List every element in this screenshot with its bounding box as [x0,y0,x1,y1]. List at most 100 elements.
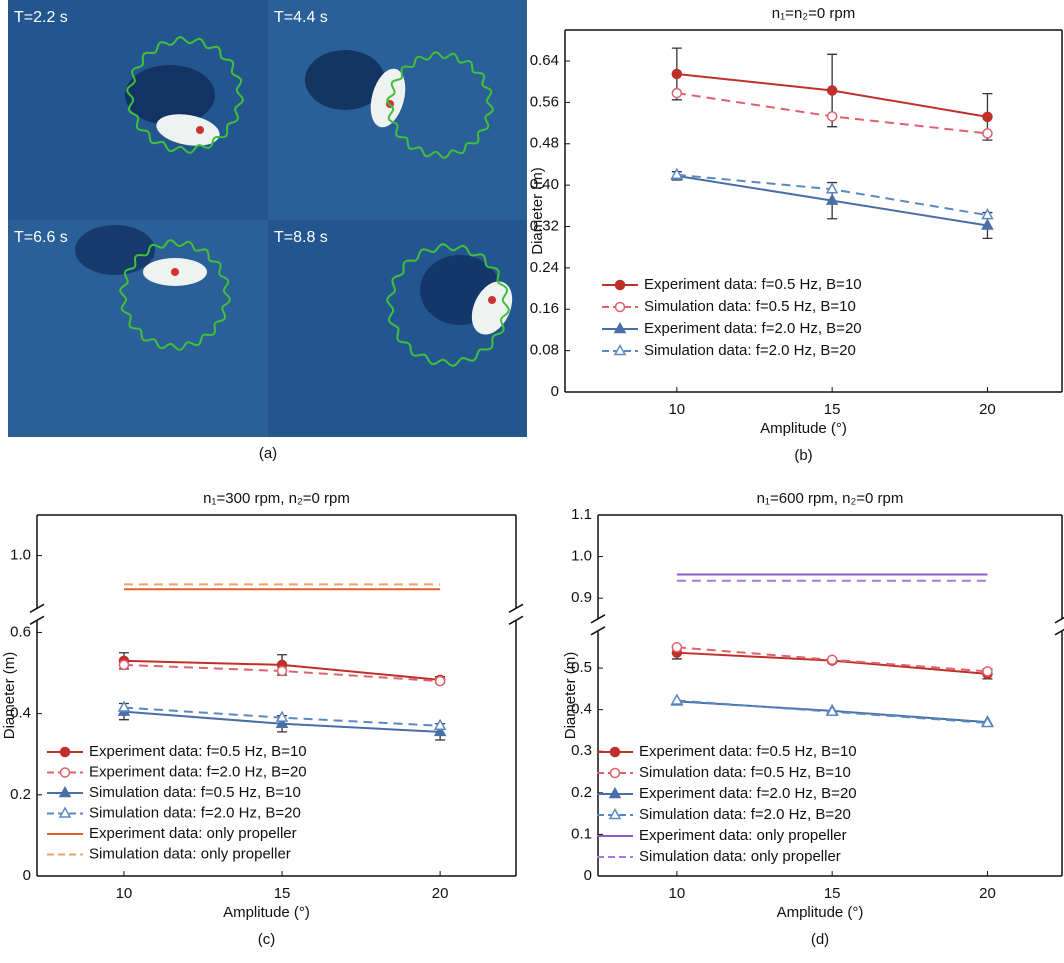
y-tick-label: 0.32 [530,217,559,234]
x-tick-label: 10 [668,401,685,418]
chart: 0 0.2 0.4 0.6 1.0 10 15 20 n₁=300 rpm, n₂=0 rpm A… [1,490,524,948]
y-tick-label: 0.2 [10,786,31,803]
legend-label: Experiment data: only propeller [89,825,297,842]
marker [825,704,839,716]
marker [608,807,622,820]
legend-label: Simulation data: only propeller [89,845,291,862]
legend-label: Simulation data: f=0.5 Hz, B=10 [644,298,856,315]
legend-label: Experiment data: f=0.5 Hz, B=10 [639,743,857,760]
y-tick-label: 1.0 [10,547,31,564]
x-tick-label: 20 [979,885,996,902]
robot-center [196,126,204,134]
legend-label: Simulation data: f=2.0 Hz, B=20 [644,342,856,359]
axis-break [1054,616,1064,624]
y-tick-label: 0.4 [571,701,592,718]
chart: 0 0.1 0.2 0.3 0.4 0.5 0.9 1.0 1.1 10 15 20 n₁=600 rp… [562,490,1064,948]
marker [275,710,289,722]
marker [671,642,683,653]
x-tick-label: 15 [824,885,841,902]
x-axis-label: Amplitude (°) [760,420,847,437]
marker [614,279,626,291]
legend-label: Experiment data: f=2.0 Hz, B=20 [89,763,307,780]
marker [825,182,839,194]
x-tick-label: 15 [824,401,841,418]
marker [433,724,447,737]
marker [613,321,627,334]
marker [982,666,993,677]
marker [434,675,446,687]
marker [118,659,130,671]
chart-title: n₁=600 rpm, n₂=0 rpm [757,490,904,507]
y-tick-label: 0 [23,867,31,884]
y-axis-label: Diameter (m) [562,652,579,740]
axis-break [29,603,45,613]
robot-center [488,296,496,304]
x-tick-label: 10 [669,885,686,902]
photo-label: T=2.2 s [14,9,68,26]
x-axis-label: Amplitude (°) [777,904,864,921]
shadow [305,50,385,110]
axis-break [1054,628,1064,636]
marker [613,343,627,356]
marker [981,218,994,230]
marker [609,767,621,779]
x-tick-label: 10 [116,885,133,902]
legend-label: Simulation data: f=2.0 Hz, B=20 [89,804,301,821]
y-tick-label: 0.64 [530,52,559,69]
photo-label: T=4.4 s [274,9,328,26]
y-axis-label: Diameter (m) [1,652,18,740]
robot-center [171,268,179,276]
y-tick-label: 0 [584,867,592,884]
y-tick-label: 0.2 [571,784,592,801]
marker [433,718,447,731]
marker [671,68,683,80]
marker [276,665,288,677]
legend-label: Simulation data: f=0.5 Hz, B=10 [639,764,851,781]
y-tick-label: 0.24 [530,259,559,276]
marker [825,193,839,205]
marker [614,301,626,313]
photo-panel: T=2.2 s T=4.4 s T=6.6 s T=8.8 s [8,0,527,437]
marker [670,693,684,705]
legend-label: Experiment data: f=2.0 Hz, B=20 [639,785,857,802]
chart-title: n₁=n₂=0 rpm [772,5,855,22]
shadow [75,225,155,275]
x-tick-label: 20 [432,885,449,902]
y-tick-label: 0.56 [530,93,559,110]
y-tick-label: 0.4 [10,705,31,722]
y-tick-label: 0.3 [571,742,592,759]
marker [275,716,289,729]
marker [826,85,838,96]
trajectory [126,36,244,154]
caption: (d) [811,931,829,948]
marker [982,111,993,123]
axis-break [590,626,606,636]
legend-label: Experiment data: f=0.5 Hz, B=10 [644,276,862,293]
marker [982,128,993,139]
y-tick-label: 0.48 [530,135,559,152]
y-tick-label: 1.0 [571,548,592,565]
chart-title: n₁=300 rpm, n₂=0 rpm [203,490,350,507]
photo-label: T=8.8 s [274,229,328,246]
axis-break [29,615,45,625]
y-tick-label: 0.08 [530,342,559,359]
y-tick-label: 0 [551,383,559,400]
marker [826,654,838,666]
marker [670,167,684,180]
legend-label: Simulation data: f=0.5 Hz, B=10 [89,784,301,801]
x-tick-label: 20 [979,401,996,418]
marker [58,806,72,818]
axis-break [590,614,606,624]
axis-break [508,615,524,625]
y-tick-label: 0.16 [530,300,559,317]
marker [608,786,622,799]
marker [58,785,72,798]
caption: (c) [258,931,276,948]
axis-break [508,603,524,613]
photo-label: T=6.6 s [14,229,68,246]
y-axis-label: Diameter (m) [529,167,546,255]
robot [156,114,220,146]
marker [117,700,131,712]
